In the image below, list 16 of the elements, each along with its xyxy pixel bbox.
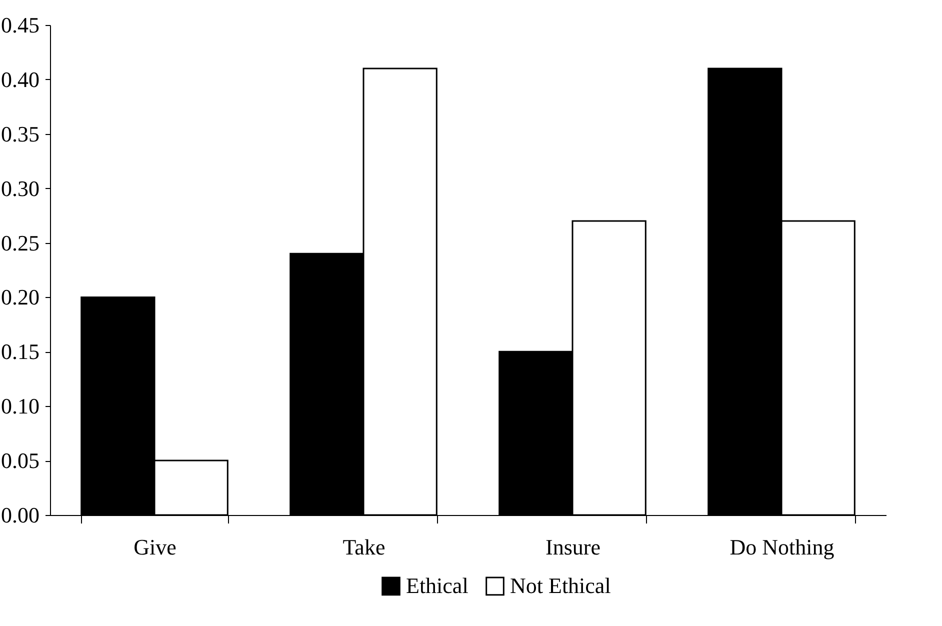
- y-tick-label: 0.45: [1, 12, 40, 38]
- y-tick-label: 0.20: [1, 284, 40, 310]
- x-tick-label: Give: [134, 534, 176, 560]
- y-tick-label: 0.40: [1, 66, 40, 92]
- y-tick-label: 0.00: [1, 502, 40, 528]
- legend-label: Not Ethical: [510, 573, 611, 598]
- x-tick-label: Do Nothing: [730, 534, 834, 560]
- y-tick-label: 0.05: [1, 448, 40, 474]
- y-tick-label: 0.35: [1, 121, 40, 146]
- x-tick-label: Insure: [546, 534, 600, 560]
- legend-label: Ethical: [406, 573, 468, 598]
- y-tick-label: 0.25: [1, 230, 40, 256]
- y-tick-label: 0.30: [1, 176, 40, 201]
- y-tick-label: 0.15: [1, 339, 40, 364]
- y-tick-label: 0.10: [1, 394, 40, 419]
- x-tick-label: Take: [342, 534, 386, 560]
